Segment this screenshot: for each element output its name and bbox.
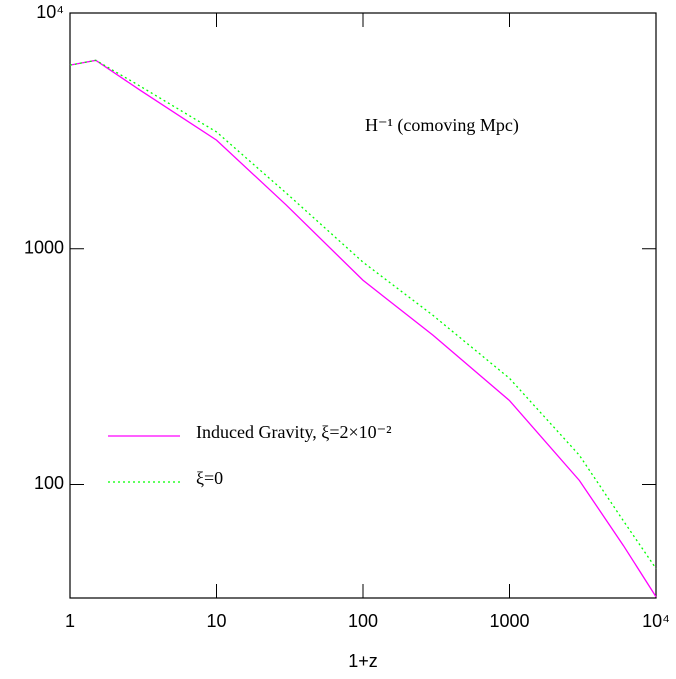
legend-label: ξ=0 [196, 468, 223, 488]
x-tick-label: 1000 [489, 611, 529, 631]
x-tick-label: 100 [348, 611, 378, 631]
plot-frame [69, 12, 657, 599]
legend-label: Induced Gravity, ξ=2×10⁻² [196, 422, 392, 442]
x-tick-label: 10 [206, 611, 226, 631]
annotation: H⁻¹ (comoving Mpc) [365, 115, 519, 136]
data-line [69, 59, 657, 569]
data-line [69, 59, 657, 598]
y-tick-label: 100 [34, 473, 64, 493]
x-axis-label: 1+z [348, 651, 378, 671]
x-tick-label: 1 [65, 611, 75, 631]
y-tick-label: 1000 [24, 237, 64, 257]
y-tick-label: 10⁴ [36, 2, 64, 22]
x-tick-label: 10⁴ [642, 611, 670, 631]
